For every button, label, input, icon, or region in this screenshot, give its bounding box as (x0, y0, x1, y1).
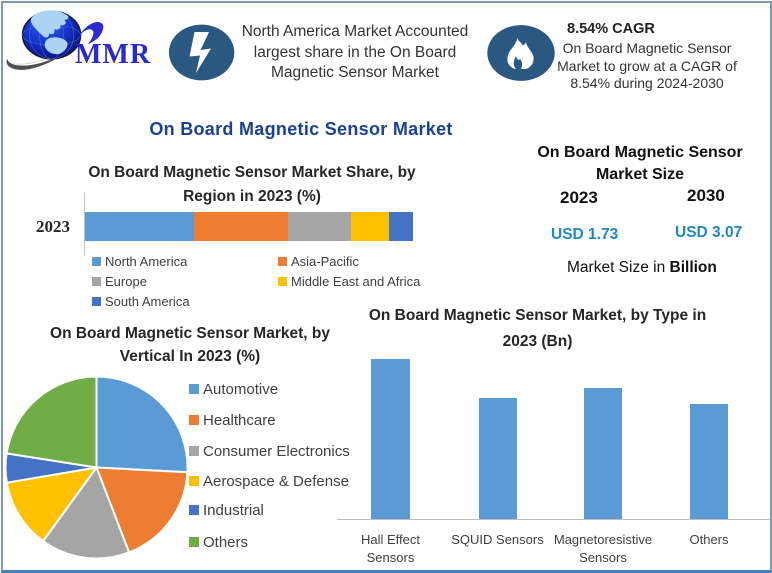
svg-text:MMR: MMR (75, 39, 151, 70)
